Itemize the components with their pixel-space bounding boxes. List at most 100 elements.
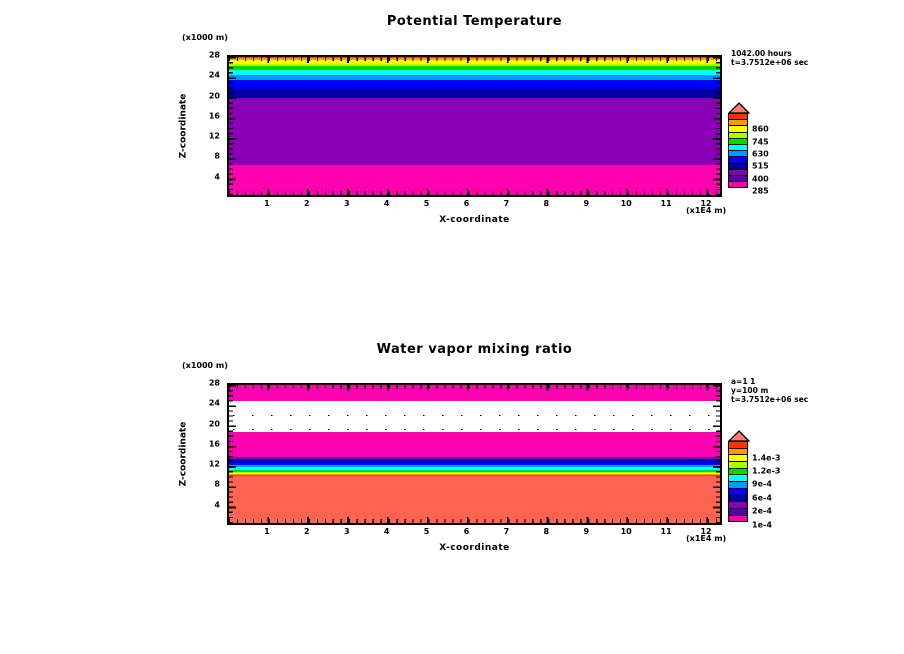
contour-band — [229, 431, 720, 457]
colorbar-box — [729, 132, 747, 139]
colorbar-box — [729, 157, 747, 164]
colorbar: 860 745 630 515 400 285 — [728, 102, 769, 196]
y-tick-label: 16 — [208, 439, 220, 449]
y-tick-label: 12 — [208, 459, 220, 469]
panel-title: Potential Temperature — [386, 14, 563, 29]
colorbar-box — [729, 448, 747, 456]
annotation-line: t=3.7512e+06 sec — [731, 58, 809, 67]
annotation-line: t=3.7512e+06 sec — [731, 395, 809, 404]
colorbar-label: 400 — [752, 174, 769, 184]
colorbar-box — [729, 515, 747, 523]
colorbar-label: 285 — [752, 186, 769, 196]
colorbar-box — [729, 482, 747, 489]
contour-band — [229, 464, 720, 468]
contour-band — [229, 459, 720, 462]
colorbar-box — [729, 163, 747, 170]
x-tick-label: 9 — [583, 199, 590, 208]
y-tick-label: 24 — [208, 70, 220, 80]
contour-band — [229, 63, 720, 67]
dotted-contour-line — [233, 415, 716, 417]
x-tick-label: 4 — [383, 199, 390, 208]
colorbar-box — [729, 475, 747, 483]
time-annotation: 1042.00 hours t=3.7512e+06 sec — [731, 49, 808, 67]
contour-band — [229, 474, 720, 476]
x-tick-label: 5 — [423, 527, 430, 536]
x-tick-label: 3 — [343, 527, 350, 536]
annotation-line: a=1 1 — [731, 377, 756, 386]
y-tick-label: 12 — [208, 131, 220, 141]
x-tick-label: 9 — [583, 527, 590, 536]
colorbar-cap-triangle — [728, 102, 750, 114]
x-axis-label: X-coordinate — [439, 215, 510, 225]
x-tick-label: 6 — [463, 527, 470, 536]
dotted-contour-line — [233, 428, 716, 431]
panel-water-vapor-mixing-ratio: Water vapor mixing ratio (x1000 m) Z-coo… — [0, 328, 904, 654]
colorbar-box — [729, 182, 747, 189]
contour-band — [229, 474, 720, 475]
contour-band — [229, 385, 720, 402]
colorbar: 1.4e-3 1.2e-3 9e-4 6e-4 2e-4 1e-4 — [728, 430, 780, 529]
panel-potential-temperature: Potential Temperature (x1000 m) Z-coordi… — [178, 14, 808, 225]
contour-band — [229, 79, 720, 89]
x-tick-labels: 1 2 3 4 5 6 7 8 9 10 11 12 — [227, 527, 722, 537]
colorbar-box — [729, 120, 747, 127]
y-tick-label: 28 — [208, 50, 220, 60]
colorbar-label: 1.4e-3 — [752, 453, 781, 463]
x-tick-label: 7 — [503, 527, 510, 536]
contour-band — [229, 88, 720, 99]
colorbar-boxes — [728, 113, 748, 189]
x-tick-label: 8 — [543, 199, 550, 208]
x-tick-label: 12 — [700, 527, 712, 536]
colorbar-cap-triangle — [728, 430, 750, 442]
contour-band — [229, 66, 720, 70]
annotation-line: y=100 m — [731, 386, 769, 395]
contour-bands — [229, 385, 720, 523]
colorbar-box — [729, 502, 747, 509]
colorbar-box — [729, 126, 747, 133]
colorbar-box — [729, 495, 747, 503]
y-tick-label: 28 — [208, 378, 220, 388]
contour-band — [229, 472, 720, 475]
colorbar-box — [729, 455, 747, 463]
x-tick-label: 1 — [264, 527, 270, 536]
colorbar-label: 1.2e-3 — [752, 466, 781, 476]
plot-area — [227, 383, 722, 525]
colorbar-label: 6e-4 — [752, 493, 772, 503]
colorbar-boxes — [728, 441, 748, 523]
contour-band — [229, 467, 720, 471]
annotation-line: 1042.00 hours — [731, 49, 792, 58]
contour-band — [229, 74, 720, 80]
x-tick-label: 5 — [423, 199, 430, 208]
y-unit-label: (x1000 m) — [182, 33, 228, 42]
colorbar-box — [729, 488, 747, 496]
x-tick-label: 3 — [343, 199, 350, 208]
x-tick-label: 8 — [543, 527, 550, 536]
x-tick-labels: 1 2 3 4 5 6 7 8 9 10 11 12 — [227, 199, 722, 209]
y-tick-label: 24 — [208, 398, 220, 408]
y-axis-label: Z-coordinate — [178, 93, 189, 159]
contour-band — [229, 471, 720, 473]
x-unit-label: (x1E4 m) — [686, 534, 727, 543]
x-tick-label: 6 — [463, 199, 470, 208]
plot-area — [227, 55, 722, 197]
contour-bands — [229, 57, 720, 195]
slice-annotation: a=1 1 y=100 m t=3.7512e+06 sec — [731, 377, 808, 404]
colorbar-label: 2e-4 — [752, 506, 772, 516]
x-tick-label: 12 — [700, 199, 712, 208]
colorbar-label: 630 — [752, 149, 769, 159]
y-axis-label: Z-coordinate — [178, 421, 189, 487]
y-tick-label: 8 — [214, 151, 220, 161]
x-tick-label: 10 — [620, 527, 632, 536]
y-tick-labels: 28 24 20 16 12 8 4 — [197, 379, 223, 525]
x-tick-label: 11 — [660, 199, 672, 208]
colorbar-label: 745 — [752, 137, 769, 147]
colorbar-label: 860 — [752, 124, 769, 134]
colorbar-box — [729, 169, 747, 176]
colorbar-box — [729, 144, 747, 152]
colorbar-label: 1e-4 — [752, 520, 772, 530]
x-tick-label: 11 — [660, 527, 672, 536]
colorbar-box — [729, 151, 747, 158]
x-tick-label: 10 — [620, 199, 632, 208]
colorbar-box — [729, 175, 747, 183]
x-tick-label: 7 — [503, 199, 510, 208]
